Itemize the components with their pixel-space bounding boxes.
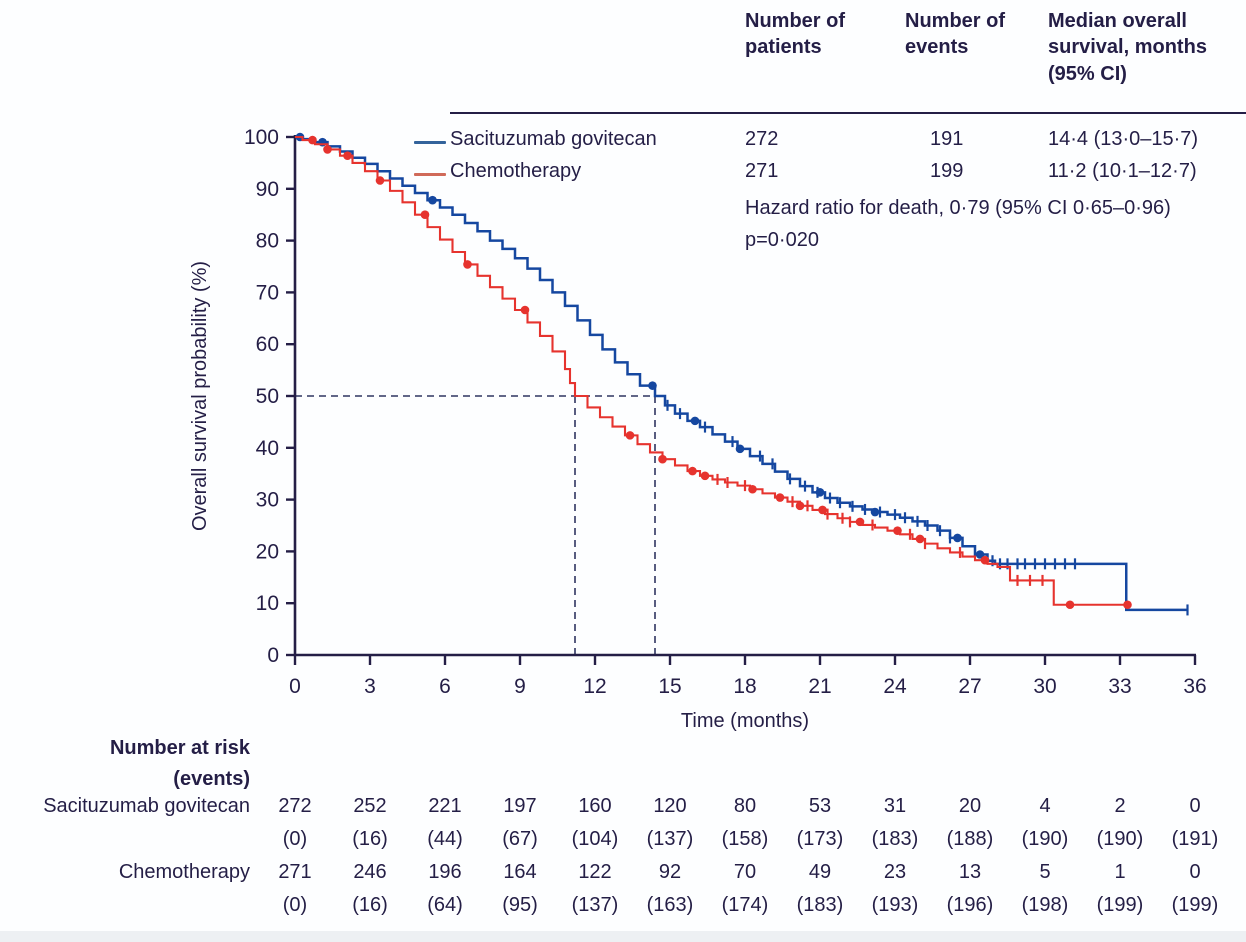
y-tick-label: 60 xyxy=(256,333,279,356)
x-tick-label: 36 xyxy=(1183,675,1206,698)
event-dot xyxy=(915,534,925,544)
p-value-text: p=0·020 xyxy=(745,229,819,251)
event-dot xyxy=(520,305,530,315)
sacituzumab-n-events: 191 xyxy=(930,128,964,150)
event-dot xyxy=(1065,600,1075,610)
x-tick-label: 6 xyxy=(439,675,451,698)
column-header-events: Number of events xyxy=(905,10,1005,59)
legend-label-sacituzumab: Sacituzumab govitecan xyxy=(450,128,657,150)
x-tick-label: 9 xyxy=(514,675,526,698)
event-dot xyxy=(343,151,352,160)
header-rule xyxy=(450,112,1246,114)
event-dot xyxy=(893,526,902,535)
event-dot xyxy=(815,488,825,497)
legend-line-chemotherapy xyxy=(414,173,446,176)
y-axis-title: Overall survival probability (%) xyxy=(189,261,211,531)
event-dot xyxy=(688,466,697,476)
event-dot xyxy=(658,454,667,464)
y-tick-label: 90 xyxy=(256,178,279,201)
x-tick-label: 24 xyxy=(883,675,907,698)
legend-line-sacituzumab xyxy=(414,141,446,144)
event-dot xyxy=(818,505,827,515)
y-tick-label: 70 xyxy=(256,281,279,304)
event-dot xyxy=(700,471,710,481)
event-dot xyxy=(308,135,317,145)
event-dot xyxy=(980,555,990,565)
event-dot xyxy=(648,381,657,390)
column-header-median: Median overall survival, months (95% CI) xyxy=(1048,10,1207,85)
event-dot xyxy=(625,431,635,440)
risk-table-header-line2: (events) xyxy=(173,768,250,790)
event-dot xyxy=(463,260,472,269)
x-tick-label: 3 xyxy=(364,675,376,698)
x-tick-label: 30 xyxy=(1033,675,1056,698)
event-dot xyxy=(323,145,332,154)
risk-row-label-chemotherapy: Chemotherapy xyxy=(118,861,250,883)
column-header-patients: Number of patients xyxy=(745,10,845,59)
x-tick-label: 12 xyxy=(583,675,606,698)
x-tick-label: 0 xyxy=(289,675,301,698)
x-tick-label: 21 xyxy=(808,675,831,698)
chemotherapy-median-os: 11·2 (10·1–12·7) xyxy=(1048,160,1197,182)
y-tick-label: 50 xyxy=(256,385,279,408)
y-tick-label: 40 xyxy=(256,437,279,460)
x-axis-title: Time (months) xyxy=(681,710,809,732)
event-dot xyxy=(975,550,985,559)
event-dot xyxy=(375,176,385,185)
km-curve-chemotherapy xyxy=(295,135,1128,606)
sacituzumab-median-os: 14·4 (13·0–15·7) xyxy=(1048,128,1199,150)
y-tick-label: 100 xyxy=(244,126,279,149)
y-tick-label: 30 xyxy=(256,489,279,512)
event-dot xyxy=(690,416,700,426)
event-dot xyxy=(748,484,757,494)
y-tick-label: 80 xyxy=(256,230,279,253)
event-dot xyxy=(953,533,962,543)
event-dot xyxy=(428,195,437,205)
y-tick-label: 20 xyxy=(256,540,279,563)
y-tick-label: 10 xyxy=(256,592,279,615)
chemotherapy-n-patients: 271 xyxy=(745,160,779,182)
chemotherapy-n-events: 199 xyxy=(930,160,964,182)
hazard-ratio-text: Hazard ratio for death, 0·79 (95% CI 0·6… xyxy=(745,197,1171,219)
legend-label-chemotherapy: Chemotherapy xyxy=(450,160,582,182)
event-dot xyxy=(775,493,785,502)
bottom-strip xyxy=(0,931,1246,942)
sacituzumab-n-patients: 272 xyxy=(745,128,779,150)
event-dot xyxy=(420,210,430,219)
x-tick-label: 33 xyxy=(1108,675,1131,698)
x-tick-label: 18 xyxy=(733,675,756,698)
event-dot xyxy=(795,501,805,511)
event-dot xyxy=(870,507,880,517)
risk-row-label-sacituzumab: Sacituzumab govitecan xyxy=(43,795,250,817)
event-dot xyxy=(1123,600,1132,610)
event-dot xyxy=(735,444,745,454)
y-tick-label: 0 xyxy=(267,644,279,667)
event-dot xyxy=(855,517,865,527)
risk-table-header-line1: Number at risk xyxy=(109,737,250,759)
x-tick-label: 27 xyxy=(958,675,981,698)
x-tick-label: 15 xyxy=(658,675,681,698)
risk-table-header: Number at risk (events) xyxy=(0,733,250,795)
